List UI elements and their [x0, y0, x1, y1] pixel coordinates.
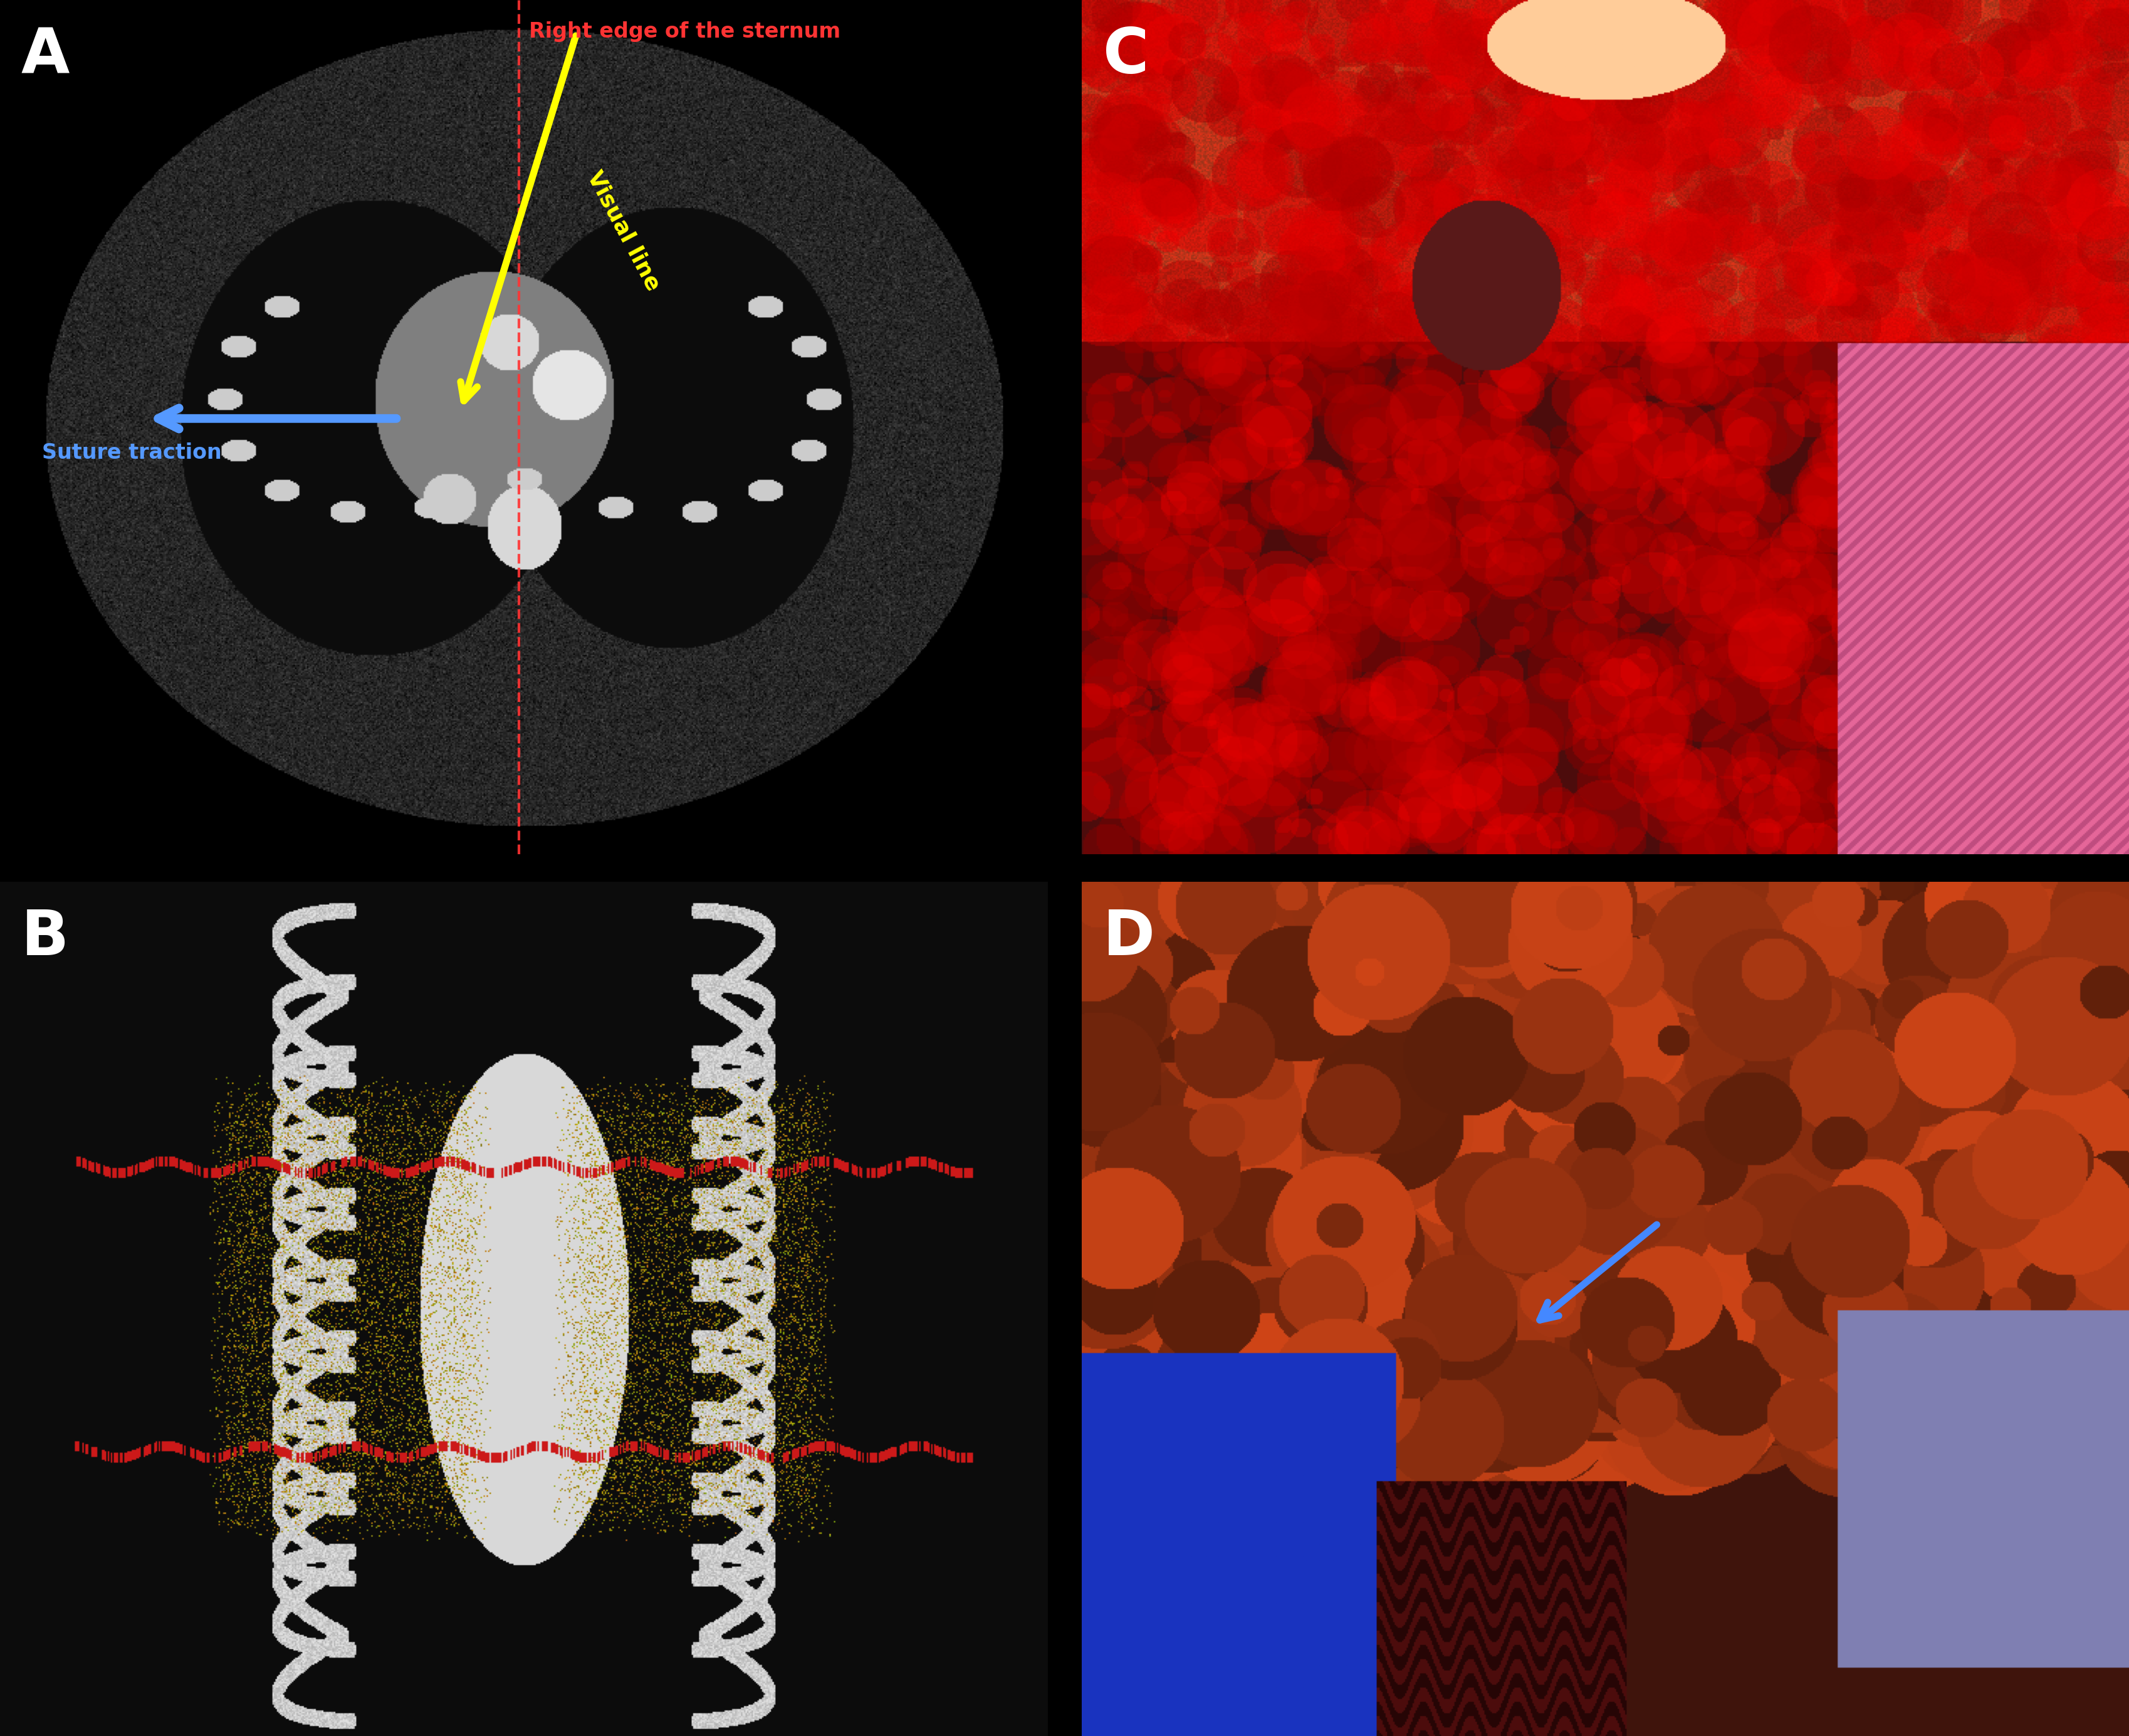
Text: Right edge of the sternum: Right edge of the sternum — [528, 21, 841, 42]
Text: B: B — [21, 908, 68, 969]
Text: D: D — [1103, 908, 1154, 969]
Text: Suture traction: Suture traction — [43, 443, 221, 464]
Text: Visual line: Visual line — [583, 167, 664, 293]
Text: A: A — [21, 26, 70, 87]
Text: C: C — [1103, 26, 1148, 87]
